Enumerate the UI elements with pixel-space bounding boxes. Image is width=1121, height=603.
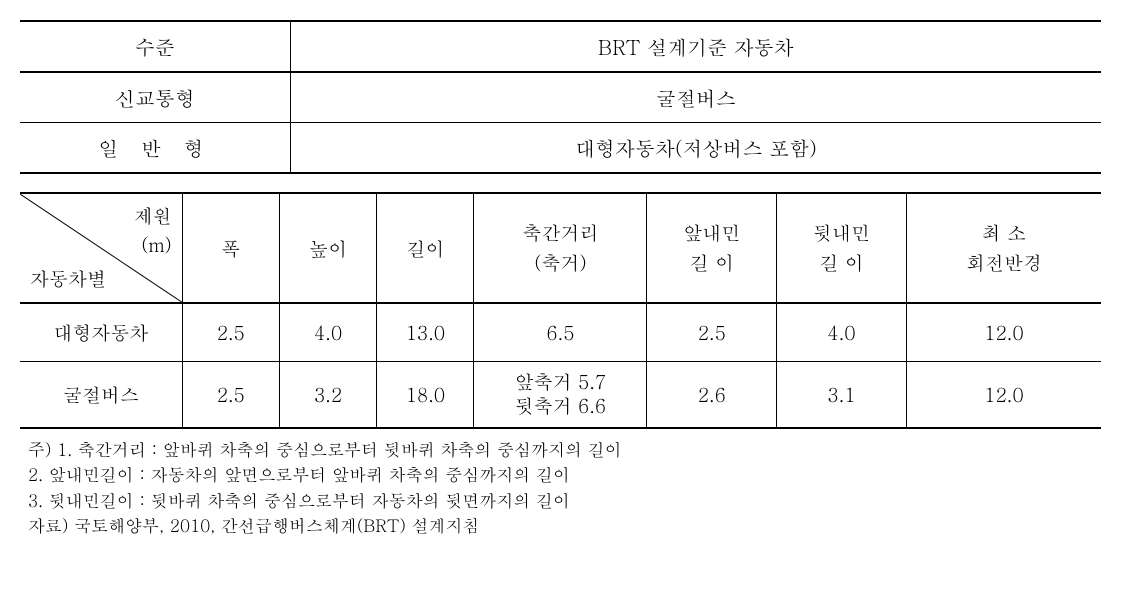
header-length: 길이 xyxy=(377,193,474,303)
radius-label-1: 최 소 xyxy=(982,219,1026,246)
wheelbase-front-val: 앞축거 5.7 xyxy=(515,368,607,395)
table-row: 일 반 형 대형자동차(저상버스 포함) xyxy=(20,123,1101,174)
vehicle-type-cell: 굴절버스 xyxy=(20,361,182,428)
table2-header-row: 제원 (m) 자동차별 폭 높이 길이 축간거리 (축거) 앞내민 길 이 xyxy=(20,193,1101,303)
length-cell: 18.0 xyxy=(377,361,474,428)
header-rear-overhang: 뒷내민 길 이 xyxy=(777,193,907,303)
header-wheelbase: 축간거리 (축거) xyxy=(474,193,647,303)
rear-cell: 4.0 xyxy=(777,303,907,361)
header-vehicle: BRT 설계기준 자동차 xyxy=(290,21,1101,72)
width-cell: 2.5 xyxy=(182,303,279,361)
width-cell: 2.5 xyxy=(182,361,279,428)
header-height: 높이 xyxy=(279,193,376,303)
wheelbase-cell: 앞축거 5.7 뒷축거 6.6 xyxy=(474,361,647,428)
level-cell: 일 반 형 xyxy=(20,123,290,174)
header-turn-radius: 최 소 회전반경 xyxy=(906,193,1101,303)
vehicle-spec-table: 제원 (m) 자동차별 폭 높이 길이 축간거리 (축거) 앞내민 길 이 xyxy=(20,192,1101,429)
note-line-3: 3. 뒷내민길이 : 뒷바퀴 차축의 중심으로부터 자동차의 뒷면까지의 길이 xyxy=(28,488,1101,514)
note-line-2: 2. 앞내민길이 : 자동차의 앞면으로부터 앞바퀴 차축의 중심까지의 길이 xyxy=(28,462,1101,488)
table-row: 대형자동차 2.5 4.0 13.0 6.5 2.5 4.0 12.0 xyxy=(20,303,1101,361)
wheelbase-cell: 6.5 xyxy=(474,303,647,361)
height-cell: 3.2 xyxy=(279,361,376,428)
wheelbase-rear-val: 뒷축거 6.6 xyxy=(515,392,607,419)
level-cell: 신교통형 xyxy=(20,72,290,123)
front-label-1: 앞내민 xyxy=(683,219,740,246)
note-line-4: 자료) 국토해양부, 2010, 간선급행버스체계(BRT) 설계지침 xyxy=(28,513,1101,539)
header-front-overhang: 앞내민 길 이 xyxy=(647,193,777,303)
brt-level-table: 수준 BRT 설계기준 자동차 신교통형 굴절버스 일 반 형 대형자동차(저상… xyxy=(20,20,1101,174)
wheelbase-label-1: 축간거리 xyxy=(522,219,598,246)
front-cell: 2.6 xyxy=(647,361,777,428)
vehicle-type-cell: 대형자동차 xyxy=(20,303,182,361)
vehicle-cell: 대형자동차(저상버스 포함) xyxy=(290,123,1101,174)
table-row: 굴절버스 2.5 3.2 18.0 앞축거 5.7 뒷축거 6.6 2.6 3.… xyxy=(20,361,1101,428)
table1-header-row: 수준 BRT 설계기준 자동차 xyxy=(20,21,1101,72)
radius-label-2: 회전반경 xyxy=(966,249,1042,276)
front-cell: 2.5 xyxy=(647,303,777,361)
header-level: 수준 xyxy=(20,21,290,72)
vehicle-type-label: 자동차별 xyxy=(30,265,106,292)
diagonal-header: 제원 (m) 자동차별 xyxy=(20,193,182,303)
length-cell: 13.0 xyxy=(377,303,474,361)
wheelbase-label-2: (축거) xyxy=(534,249,586,276)
note-line-1: 주) 1. 축간거리 : 앞바퀴 차축의 중심으로부터 뒷바퀴 차축의 중심까지… xyxy=(28,437,1101,463)
radius-cell: 12.0 xyxy=(906,361,1101,428)
vehicle-cell: 굴절버스 xyxy=(290,72,1101,123)
unit-label: (m) xyxy=(141,231,171,258)
table-row: 신교통형 굴절버스 xyxy=(20,72,1101,123)
rear-label-2: 길 이 xyxy=(819,249,863,276)
header-width: 폭 xyxy=(182,193,279,303)
front-label-2: 길 이 xyxy=(690,249,734,276)
spec-label: 제원 xyxy=(134,202,172,229)
radius-cell: 12.0 xyxy=(906,303,1101,361)
rear-label-1: 뒷내민 xyxy=(813,219,870,246)
footer-notes: 주) 1. 축간거리 : 앞바퀴 차축의 중심으로부터 뒷바퀴 차축의 중심까지… xyxy=(20,437,1101,539)
rear-cell: 3.1 xyxy=(777,361,907,428)
height-cell: 4.0 xyxy=(279,303,376,361)
